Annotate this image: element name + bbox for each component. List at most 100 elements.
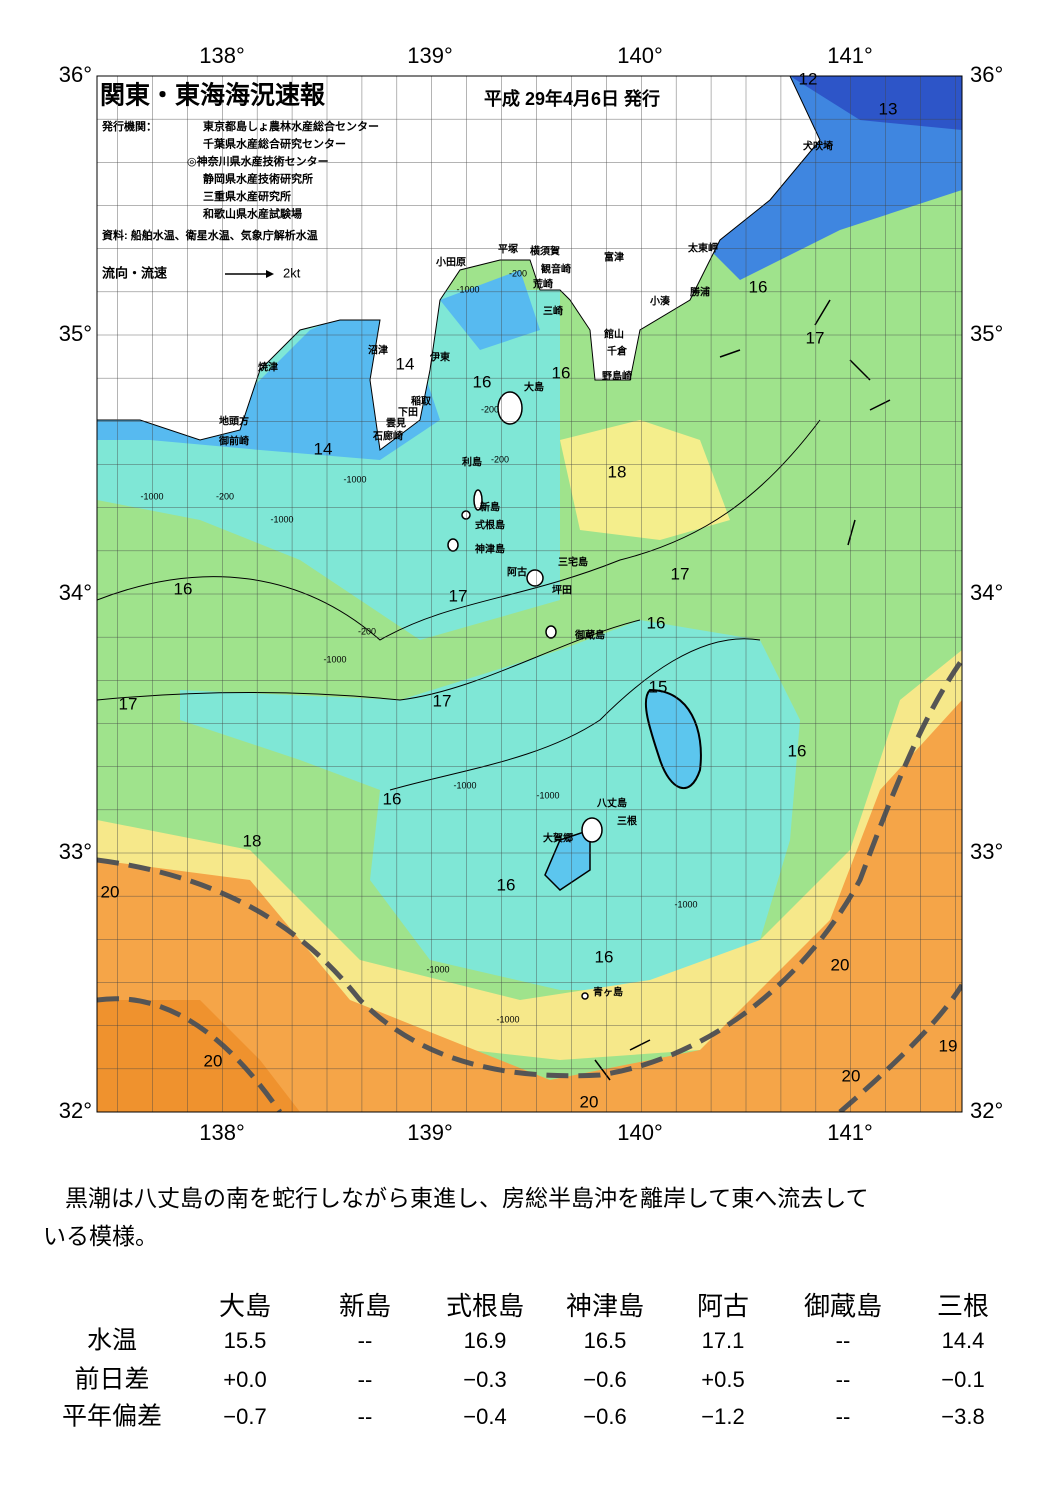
- isotherm-label: 18: [608, 462, 627, 481]
- isotherm-label: 19: [939, 1036, 958, 1055]
- table-header: 阿古: [697, 1291, 749, 1321]
- islands: [447, 391, 603, 1000]
- lat-label: 35°: [59, 321, 92, 346]
- isotherm-label: 16: [788, 741, 807, 760]
- place-name: 富津: [604, 251, 624, 264]
- table-header: 御蔵島: [804, 1291, 882, 1321]
- sea-blue-sagami: [440, 270, 540, 350]
- table-cell: +0.0: [223, 1367, 266, 1392]
- isotherm-label: 20: [842, 1066, 861, 1085]
- isotherm-label: 17: [671, 564, 690, 583]
- lon-label: 140°: [617, 1120, 663, 1145]
- lat-label: 32°: [59, 1098, 92, 1123]
- place-name: 伊東: [429, 351, 450, 364]
- place-name: 観音崎: [541, 263, 571, 276]
- depth-label: -200: [509, 268, 527, 278]
- lat-label: 33°: [970, 839, 1003, 864]
- place-name: 平塚: [498, 243, 518, 256]
- isotherm-label: 18: [243, 831, 262, 850]
- depth-label: -1000: [270, 514, 293, 524]
- title: 関東・東海海況速報: [100, 81, 326, 110]
- kuroshio-axis-south: [97, 996, 283, 1112]
- place-name: 阿古: [507, 566, 527, 579]
- place-name: 三崎: [543, 305, 563, 318]
- place-name: 荒崎: [532, 278, 553, 291]
- place-name: 下田: [398, 407, 418, 419]
- isotherm-label: 16: [473, 372, 492, 391]
- lat-label: 32°: [970, 1098, 1003, 1123]
- isotherm-label: 16: [749, 277, 768, 296]
- depth-label: -1000: [140, 491, 163, 501]
- isotherm-label: 20: [831, 955, 850, 974]
- row-label: 水温: [87, 1327, 137, 1355]
- land: [97, 76, 821, 451]
- issuer: 千葉県水産総合研究センター: [203, 136, 346, 150]
- place-name: 八丈島: [596, 797, 627, 810]
- table-cell: −0.6: [583, 1404, 626, 1429]
- place-name: 地頭方: [219, 415, 249, 428]
- lon-label: 139°: [407, 43, 453, 68]
- table-cell: −0.7: [223, 1404, 266, 1429]
- issuer: 三重県水産研究所: [203, 189, 291, 203]
- table-cell: --: [358, 1404, 373, 1429]
- lat-label: 33°: [59, 839, 92, 864]
- place-name: 大賀郷: [543, 832, 573, 845]
- description: 黒潮は八丈島の南を蛇行しながら東進し、房総半島沖を離岸して東へ流去して: [65, 1185, 869, 1211]
- sea-deep-ne: [790, 76, 962, 130]
- depth-label: -200: [358, 626, 376, 636]
- isotherm-label: 17: [119, 694, 138, 713]
- kuroshio-axis: [97, 658, 962, 1079]
- table-header: 神津島: [566, 1291, 644, 1321]
- depth-label: -1000: [536, 790, 559, 800]
- table-cell: 16.5: [584, 1328, 627, 1353]
- place-name: 雲見: [386, 418, 406, 430]
- isotherm-label: 16: [647, 613, 666, 632]
- issuer-label: 発行機関：: [101, 119, 157, 133]
- lat-label: 34°: [59, 580, 92, 605]
- isotherm-label: 16: [174, 579, 193, 598]
- sea-orange-deep: [97, 1000, 300, 1112]
- isotherm-label: 16: [497, 875, 516, 894]
- place-name: 御蔵島: [574, 629, 605, 642]
- depth-label: -1000: [343, 474, 366, 484]
- table-cell: −0.1: [941, 1367, 984, 1392]
- table-header: 三根: [937, 1291, 989, 1321]
- table-cell: 14.4: [942, 1328, 985, 1353]
- depth-label: -200: [216, 491, 234, 501]
- lon-label: 141°: [827, 43, 873, 68]
- depth-label: -1000: [456, 284, 479, 294]
- issuer: ◎神奈川県水産技術センター: [187, 154, 329, 168]
- place-name: 三根: [617, 815, 637, 828]
- lon-label: 139°: [407, 1120, 453, 1145]
- place-name: 三宅島: [558, 556, 588, 569]
- table-cell: −1.2: [701, 1404, 744, 1429]
- isotherm-label: 20: [204, 1051, 223, 1070]
- depth-label: -1000: [453, 780, 476, 790]
- table-header: 式根島: [446, 1291, 524, 1321]
- place-name: 野島崎: [602, 370, 632, 383]
- lon-label: 140°: [617, 43, 663, 68]
- place-name: 坪田: [552, 584, 572, 597]
- place-name: 石廊崎: [372, 430, 403, 443]
- table-cell: --: [836, 1404, 851, 1429]
- contours: [97, 419, 821, 791]
- depth-label: -1000: [674, 899, 697, 909]
- depth-label: -200: [491, 454, 509, 464]
- isotherm-label: 17: [449, 586, 468, 605]
- isotherm-label: 16: [595, 947, 614, 966]
- sea-cyan-central: [180, 620, 800, 990]
- table-cell: 17.1: [702, 1328, 745, 1353]
- issuer: 和歌山県水産試験場: [203, 206, 302, 220]
- isotherm-label: 14: [396, 354, 415, 373]
- place-name: 犬吠埼: [803, 140, 833, 153]
- place-name: 小湊: [649, 295, 671, 308]
- legend-scale: 2kt: [283, 265, 301, 280]
- lat-label: 36°: [970, 62, 1003, 87]
- place-name: 神津島: [475, 543, 505, 556]
- isotherm-label: 17: [433, 691, 452, 710]
- lat-label: 35°: [970, 321, 1003, 346]
- place-name: 太東岬: [687, 242, 718, 255]
- table-cell: +0.5: [701, 1367, 744, 1392]
- current-vectors: [594, 299, 891, 1081]
